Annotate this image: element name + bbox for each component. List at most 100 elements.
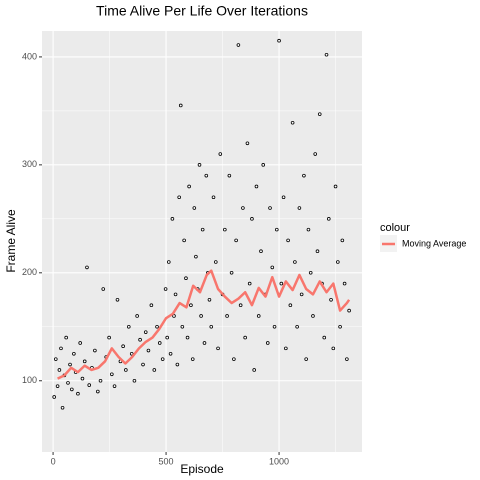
point: [101, 287, 106, 291]
point: [245, 141, 250, 146]
point: [85, 265, 89, 270]
point: [182, 238, 186, 243]
point: [338, 324, 342, 329]
point: [227, 173, 232, 178]
point: [308, 271, 313, 275]
point: [250, 217, 254, 221]
point: [138, 337, 142, 342]
point: [163, 287, 168, 291]
point: [78, 341, 82, 345]
point: [59, 346, 63, 351]
point: [293, 260, 297, 264]
point: [218, 152, 223, 156]
point: [175, 362, 180, 367]
point: [207, 297, 212, 302]
point: [190, 357, 195, 361]
point: [194, 254, 198, 259]
point: [55, 384, 60, 388]
point: [277, 38, 281, 43]
point: [173, 292, 178, 297]
point: [311, 314, 315, 318]
point: [76, 391, 80, 396]
point: [270, 265, 275, 270]
point: [170, 217, 175, 221]
point: [304, 357, 308, 361]
point: [57, 368, 62, 372]
point: [155, 324, 159, 329]
point: [238, 303, 243, 307]
point: [197, 163, 202, 167]
point: [331, 346, 336, 351]
point: [70, 387, 74, 392]
x-axis-label: Episode: [180, 462, 224, 476]
legend: colour Moving Average: [380, 222, 466, 252]
point: [132, 378, 137, 383]
point: [345, 357, 349, 361]
point: [68, 362, 72, 367]
x-tick-label: 1000: [269, 456, 289, 466]
point: [180, 324, 185, 329]
point: [141, 362, 145, 367]
point: [243, 335, 247, 340]
point: [329, 297, 333, 302]
point: [324, 52, 329, 57]
point: [149, 303, 154, 307]
point: [209, 324, 214, 329]
point: [225, 314, 229, 318]
point: [204, 173, 209, 178]
point: [347, 308, 351, 313]
x-tick-label: 0: [51, 456, 56, 466]
point: [146, 348, 151, 353]
marks: [52, 38, 351, 410]
chart-title: Time Alive Per Life Over Iterations: [96, 3, 308, 19]
point: [112, 384, 117, 388]
point: [115, 297, 120, 302]
y-axis-label: Frame Alive: [4, 209, 18, 273]
grid: 0 500 1000 100 200 300 400: [22, 31, 362, 466]
point: [302, 173, 306, 178]
point: [336, 260, 340, 264]
point: [322, 335, 327, 340]
point: [178, 103, 183, 108]
point: [157, 341, 162, 345]
legend-title: colour: [380, 222, 410, 234]
point: [168, 351, 173, 356]
y-tick-label: 200: [22, 267, 37, 277]
y-tick-label: 400: [22, 51, 37, 61]
point: [265, 341, 270, 345]
point: [229, 271, 234, 275]
point: [66, 381, 70, 385]
point: [185, 335, 190, 340]
point: [313, 152, 318, 156]
point: [261, 163, 266, 167]
point: [87, 383, 92, 387]
point: [272, 324, 277, 329]
point: [247, 281, 252, 286]
point: [72, 351, 76, 356]
point: [288, 303, 293, 307]
point: [216, 346, 220, 351]
point: [129, 351, 134, 356]
point: [184, 276, 188, 281]
point: [295, 324, 299, 329]
point: [342, 281, 347, 286]
point: [268, 206, 272, 210]
panel: [42, 31, 362, 452]
point: [275, 227, 279, 232]
point: [290, 120, 295, 125]
point: [317, 112, 322, 116]
point: [192, 206, 197, 210]
point: [52, 395, 57, 399]
point: [279, 281, 284, 286]
legend-label: Moving Average: [402, 238, 466, 248]
point: [60, 405, 65, 410]
point: [121, 344, 125, 349]
point: [107, 335, 111, 340]
point: [96, 389, 100, 394]
y-tick-label: 300: [22, 159, 37, 169]
point: [299, 292, 304, 297]
point: [234, 238, 238, 243]
point: [306, 227, 311, 232]
point: [236, 43, 241, 47]
